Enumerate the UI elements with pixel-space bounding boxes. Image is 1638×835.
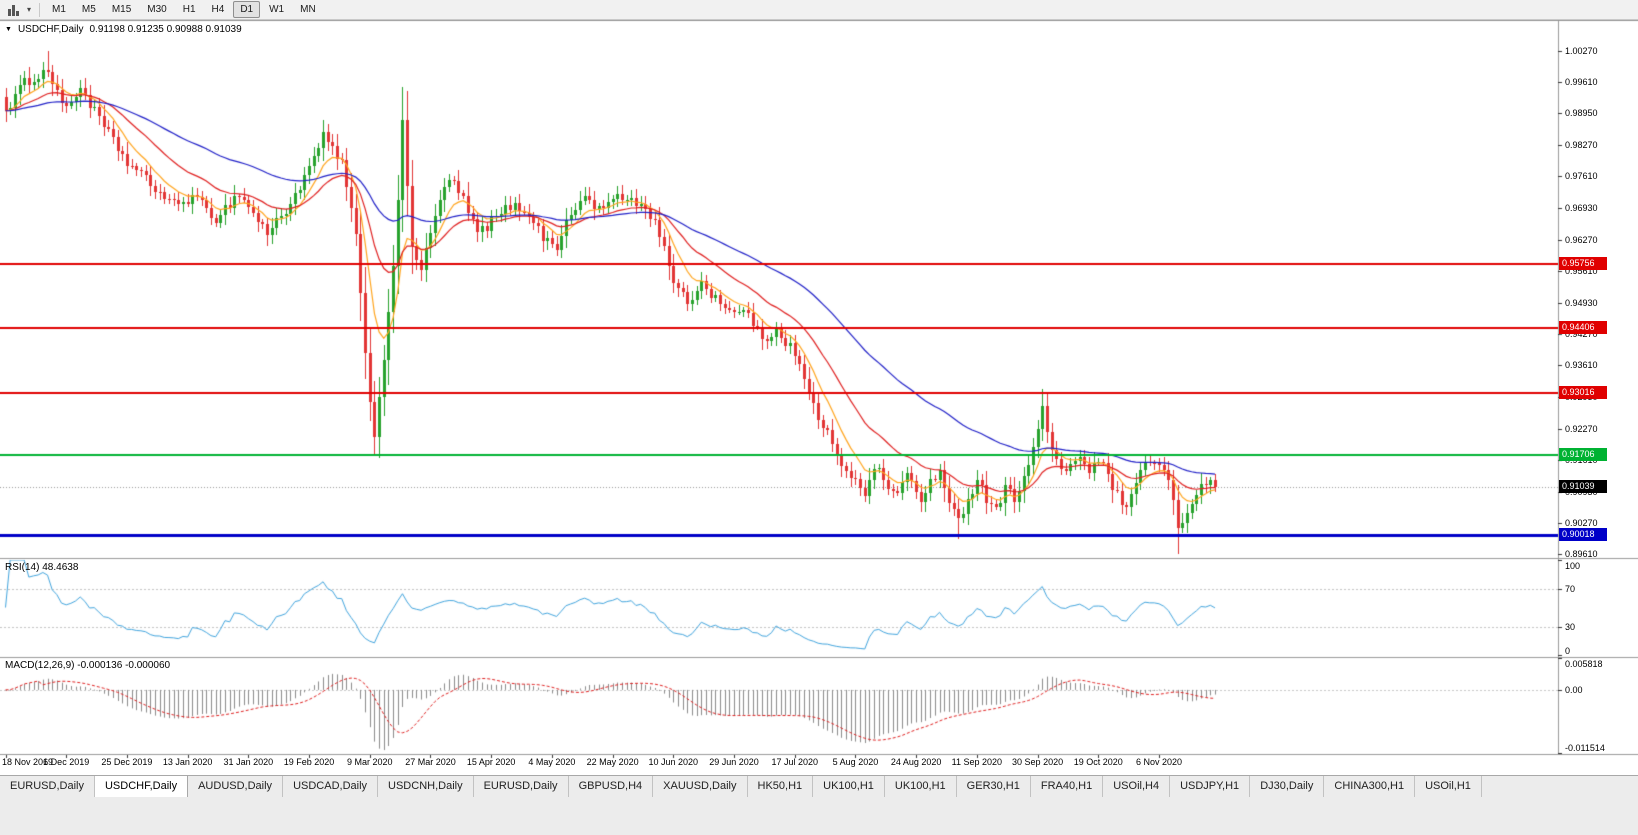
timeframe-button-mn[interactable]: MN bbox=[300, 4, 316, 15]
candlestick-chart-icon[interactable] bbox=[3, 2, 23, 18]
chart-tab[interactable]: USDCNH,Daily bbox=[378, 776, 474, 797]
timeframe-button-group: M1 M5 M15 M30 H1 H4 D1 W1 MN bbox=[44, 1, 324, 18]
macd-axis-label: 0.00 bbox=[1565, 684, 1583, 695]
chart-symbol-label: USDCHF,Daily bbox=[17, 24, 84, 35]
candlestick-icon-bar bbox=[15, 10, 19, 16]
price-axis-label: 0.90270 bbox=[1565, 517, 1598, 528]
timeframe-button-w1[interactable]: W1 bbox=[269, 4, 285, 15]
date-axis-label: 29 Jun 2020 bbox=[709, 757, 759, 767]
chart-tab[interactable]: USOil,H1 bbox=[1415, 776, 1482, 797]
rsi-axis-label: 70 bbox=[1565, 583, 1576, 594]
timeframe-button-m15[interactable]: M15 bbox=[111, 4, 132, 15]
candlestick-icon-bar bbox=[7, 8, 11, 16]
date-axis-label: 6 Dec 2019 bbox=[43, 757, 90, 767]
date-axis-label: 30 Sep 2020 bbox=[1012, 757, 1064, 767]
rsi-axis-label: 0 bbox=[1565, 646, 1571, 656]
price-chart-canvas[interactable] bbox=[0, 20, 1638, 775]
date-axis-label: 24 Aug 2020 bbox=[890, 757, 942, 767]
price-axis-label: 0.95610 bbox=[1565, 265, 1598, 276]
chart-tab[interactable]: USDJPY,H1 bbox=[1170, 776, 1251, 797]
chart-tab[interactable]: GBPUSD,H4 bbox=[569, 776, 654, 797]
chart-tab[interactable]: UK100,H1 bbox=[813, 776, 885, 797]
timeframe-button-h4[interactable]: H4 bbox=[211, 4, 225, 15]
date-axis-label: 31 Jan 2020 bbox=[223, 757, 274, 767]
date-axis-label: 25 Dec 2019 bbox=[101, 757, 153, 767]
candlestick-icon-bar bbox=[11, 4, 15, 16]
timeframe-button-m30[interactable]: M30 bbox=[147, 4, 167, 15]
chart-tab[interactable]: HK50,H1 bbox=[748, 776, 814, 797]
date-axis-label: 4 May 2020 bbox=[528, 757, 576, 767]
price-axis-label: 0.96270 bbox=[1565, 234, 1598, 245]
chart-title: ▼ USDCHF,Daily 0.91198 0.91235 0.90988 0… bbox=[5, 24, 242, 35]
chart-tab-bar: EURUSD,Daily USDCHF,Daily AUDUSD,Daily USDC… bbox=[0, 775, 1638, 797]
chart-tab[interactable]: EURUSD,Daily bbox=[474, 776, 569, 797]
price-axis-label: 0.98270 bbox=[1565, 140, 1598, 151]
macd-axis-label: -0.011514 bbox=[1565, 743, 1605, 753]
chart-tab[interactable]: USDCAD,Daily bbox=[283, 776, 379, 797]
chart-tab[interactable]: CHINA300,H1 bbox=[1324, 776, 1416, 797]
date-axis-label: 13 Jan 2020 bbox=[162, 757, 213, 767]
timeframe-button-m1[interactable]: M1 bbox=[52, 4, 66, 15]
chart-tab[interactable]: AUDUSD,Daily bbox=[188, 776, 284, 797]
date-axis-label: 19 Feb 2020 bbox=[283, 757, 335, 767]
date-axis-label: 5 Aug 2020 bbox=[832, 757, 879, 767]
date-axis-label: 15 Apr 2020 bbox=[466, 757, 516, 767]
macd-indicator-label: MACD(12,26,9) -0.000136 -0.000060 bbox=[5, 660, 171, 671]
hline-price-badge: 0.91706 bbox=[1559, 448, 1607, 462]
price-axis-label: 0.89610 bbox=[1565, 549, 1598, 560]
chart-tab[interactable]: EURUSD,Daily bbox=[0, 776, 95, 797]
date-axis-label: 17 Jul 2020 bbox=[771, 757, 818, 767]
timeframe-toolbar: ▾ M1 M5 M15 M30 H1 H4 D1 W1 MN bbox=[0, 0, 1638, 20]
price-axis-label: 0.97610 bbox=[1565, 171, 1598, 182]
price-axis-label: 0.99610 bbox=[1565, 76, 1598, 87]
indicator-collapse-icon[interactable]: ▼ bbox=[5, 26, 12, 33]
date-axis-label: 22 May 2020 bbox=[586, 757, 639, 767]
price-axis-label: 0.96930 bbox=[1565, 203, 1598, 214]
chart-region: ▼ USDCHF,Daily 0.91198 0.91235 0.90988 0… bbox=[0, 20, 1638, 775]
hline-price-badge: 0.95756 bbox=[1559, 256, 1607, 270]
date-axis-label: 18 Nov 2019 bbox=[2, 757, 54, 767]
chart-type-dropdown-icon[interactable]: ▾ bbox=[26, 5, 31, 14]
date-axis-label: 11 Sep 2020 bbox=[951, 757, 1003, 767]
rsi-indicator-label: RSI(14) 48.4638 bbox=[5, 562, 79, 573]
chart-tab[interactable]: DJ30,Daily bbox=[1250, 776, 1325, 797]
chart-tab[interactable]: USOil,H4 bbox=[1103, 776, 1171, 797]
hline-price-badge: 0.94406 bbox=[1559, 320, 1607, 334]
rsi-axis-label: 100 bbox=[1565, 561, 1581, 571]
hline-price-badge: 0.93016 bbox=[1559, 386, 1607, 400]
rsi-axis-label: 30 bbox=[1565, 621, 1576, 632]
status-bar bbox=[0, 797, 1638, 835]
toolbar-separator bbox=[39, 2, 40, 17]
chart-ohlc-values: 0.91198 0.91235 0.90988 0.91039 bbox=[89, 24, 242, 35]
date-axis-label: 10 Jun 2020 bbox=[648, 757, 699, 767]
date-axis-label: 19 Oct 2020 bbox=[1073, 757, 1123, 767]
hline-price-badge: 0.90018 bbox=[1559, 527, 1607, 541]
price-axis-label: 0.92270 bbox=[1565, 423, 1598, 434]
date-axis-label: 6 Nov 2020 bbox=[1135, 757, 1183, 767]
price-axis-label: 1.00270 bbox=[1565, 45, 1598, 56]
date-axis-label: 27 Mar 2020 bbox=[405, 757, 456, 767]
timeframe-button-m5[interactable]: M5 bbox=[81, 4, 96, 15]
timeframe-button-h1[interactable]: H1 bbox=[182, 4, 196, 15]
timeframe-button-d1[interactable]: D1 bbox=[233, 1, 261, 18]
chart-tab[interactable]: USDCHF,Daily bbox=[94, 776, 189, 797]
price-axis-label: 0.98950 bbox=[1565, 108, 1598, 119]
current-price-badge: 0.91039 bbox=[1559, 479, 1607, 493]
date-axis-label: 9 Mar 2020 bbox=[346, 757, 393, 767]
price-axis-label: 0.94270 bbox=[1565, 329, 1598, 340]
chart-tab[interactable]: FRA40,H1 bbox=[1031, 776, 1104, 797]
price-axis-label: 0.94930 bbox=[1565, 297, 1598, 308]
chart-tab[interactable]: UK100,H1 bbox=[885, 776, 957, 797]
chart-tab[interactable]: XAUUSD,Daily bbox=[653, 776, 748, 797]
macd-axis-label: 0.005818 bbox=[1565, 659, 1603, 669]
price-axis-label: 0.93610 bbox=[1565, 360, 1598, 371]
chart-tab[interactable]: GER30,H1 bbox=[957, 776, 1031, 797]
